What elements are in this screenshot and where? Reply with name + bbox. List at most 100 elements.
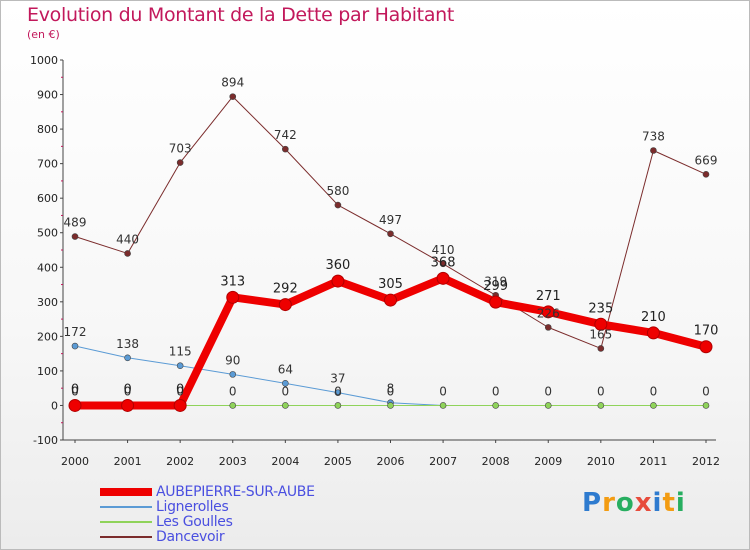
data-label-aubepierre: 0 <box>71 382 79 397</box>
data-label-les-goulles: 0 <box>176 384 184 398</box>
x-tick-label: 2010 <box>587 455 615 468</box>
data-point-lignerolles <box>176 362 184 370</box>
proxiti-logo: Proxiti <box>582 488 686 518</box>
data-point-dancevoir <box>124 250 131 257</box>
data-point-dancevoir <box>71 233 79 240</box>
data-label-aubepierre: 0 <box>176 382 184 397</box>
logo-letter: r <box>602 488 616 518</box>
data-label-les-goulles: 0 <box>71 384 79 398</box>
data-point-les-goulles <box>229 402 237 409</box>
data-point-les-goulles <box>334 402 342 409</box>
data-point-aubepierre <box>331 274 345 288</box>
data-label-dancevoir: 410 <box>432 243 455 257</box>
data-label-les-goulles: 0 <box>124 384 132 398</box>
data-label-les-goulles: 0 <box>597 384 605 398</box>
data-label-lignerolles: 138 <box>116 337 139 351</box>
y-tick-label: 300 <box>37 296 58 309</box>
y-tick-label: 100 <box>37 365 58 378</box>
data-point-aubepierre <box>436 271 450 285</box>
x-tick-label: 2003 <box>219 455 247 468</box>
legend-item-dancevoir: Dancevoir <box>100 528 315 545</box>
data-label-dancevoir: 703 <box>169 142 192 156</box>
data-label-aubepierre: 170 <box>694 324 719 339</box>
x-tick-label: 2012 <box>692 455 720 468</box>
data-label-les-goulles: 0 <box>229 384 237 398</box>
data-label-dancevoir: 742 <box>274 128 297 142</box>
data-label-aubepierre: 0 <box>123 382 131 397</box>
legend-swatch <box>100 505 152 508</box>
x-tick-label: 2011 <box>639 455 667 468</box>
legend-label: AUBEPIERRE-SUR-AUBE <box>156 483 315 500</box>
legend-label: Lignerolles <box>156 498 229 515</box>
data-label-lignerolles: 90 <box>225 353 240 367</box>
logo-letter: P <box>582 488 603 518</box>
y-tick-label: 600 <box>37 192 58 205</box>
data-point-les-goulles <box>439 402 447 409</box>
data-point-dancevoir <box>439 260 447 268</box>
data-point-dancevoir <box>702 171 710 178</box>
legend-item-lignerolles: Lignerolles <box>100 498 315 515</box>
legend-label: Dancevoir <box>156 528 225 545</box>
data-label-dancevoir: 489 <box>64 216 87 230</box>
data-label-lignerolles: 8 <box>387 382 395 396</box>
data-label-aubepierre: 271 <box>536 289 561 304</box>
data-point-les-goulles <box>702 402 710 409</box>
data-point-aubepierre <box>121 398 135 412</box>
data-label-les-goulles: 0 <box>650 384 658 398</box>
y-tick-label: 0 <box>51 399 58 412</box>
data-label-aubepierre: 235 <box>588 301 613 316</box>
data-label-lignerolles: 37 <box>330 372 345 386</box>
data-point-aubepierre <box>646 326 660 340</box>
x-tick-label: 2008 <box>482 455 510 468</box>
x-tick-label: 2000 <box>61 455 89 468</box>
data-point-dancevoir <box>650 147 657 154</box>
data-point-dancevoir <box>229 93 237 100</box>
data-point-dancevoir <box>597 345 605 352</box>
data-point-lignerolles <box>282 380 289 387</box>
x-tick-label: 2006 <box>377 455 405 468</box>
data-point-les-goulles <box>597 402 605 409</box>
y-tick-label: 400 <box>37 261 58 274</box>
data-label-les-goulles: 0 <box>334 384 342 398</box>
data-label-dancevoir: 669 <box>695 153 718 167</box>
data-label-dancevoir: 440 <box>116 232 139 246</box>
x-tick-label: 2007 <box>429 455 457 468</box>
data-label-aubepierre: 368 <box>431 255 456 270</box>
y-tick-label: -100 <box>33 434 58 447</box>
legend-label: Les Goulles <box>156 513 233 530</box>
logo-letter: t <box>662 488 676 518</box>
data-point-les-goulles <box>387 402 394 409</box>
y-tick-label: 200 <box>37 330 58 343</box>
data-point-aubepierre <box>384 293 397 307</box>
data-label-les-goulles: 0 <box>439 384 447 398</box>
data-label-dancevoir: 580 <box>326 184 349 198</box>
data-point-aubepierre <box>594 317 608 331</box>
x-tick-label: 2009 <box>534 455 562 468</box>
data-point-dancevoir <box>544 324 552 331</box>
data-point-aubepierre <box>489 295 503 309</box>
data-label-les-goulles: 0 <box>702 384 710 398</box>
y-tick-label: 1000 <box>30 54 58 67</box>
data-label-dancevoir: 319 <box>484 274 507 288</box>
logo-letter: i <box>675 488 686 518</box>
data-point-lignerolles <box>124 354 131 362</box>
data-label-dancevoir: 738 <box>642 130 665 144</box>
data-label-aubepierre: 210 <box>641 310 666 325</box>
data-point-aubepierre <box>278 298 292 312</box>
y-tick-label: 800 <box>37 123 58 136</box>
data-point-dancevoir <box>176 159 184 166</box>
data-point-dancevoir <box>282 145 289 153</box>
logo-letter: i <box>652 488 663 518</box>
data-label-dancevoir: 497 <box>379 213 402 227</box>
data-point-les-goulles <box>544 402 552 409</box>
legend-swatch <box>100 520 152 523</box>
data-point-aubepierre <box>226 290 240 304</box>
x-tick-label: 2001 <box>114 455 142 468</box>
unit-label: (en €) <box>27 28 60 41</box>
logo-letter: x <box>634 488 653 518</box>
data-label-aubepierre: 292 <box>273 282 298 297</box>
data-point-lignerolles <box>334 389 342 396</box>
x-tick-label: 2004 <box>271 455 299 468</box>
data-label-les-goulles: 0 <box>492 384 500 398</box>
